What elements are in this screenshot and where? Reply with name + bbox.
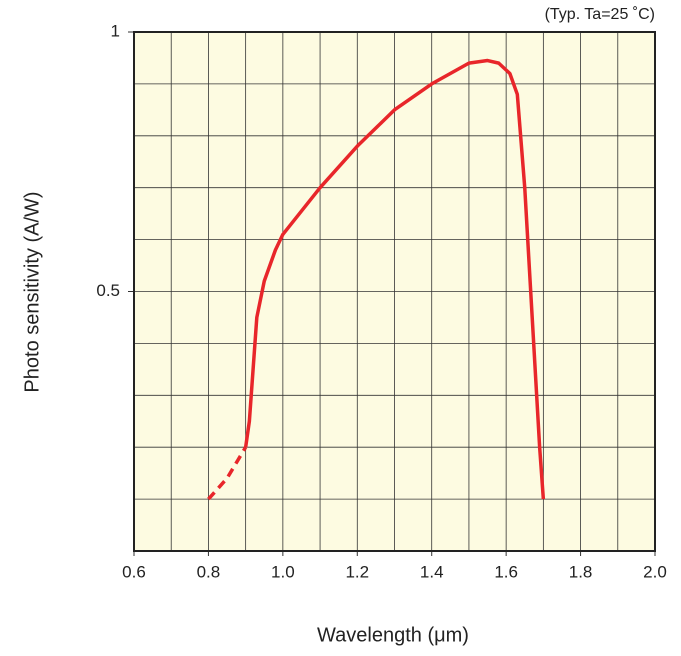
y-tick-label: 1: [111, 21, 120, 40]
plot-frame: [133, 31, 656, 552]
x-tick-label: 0.8: [197, 562, 221, 581]
y-tick-label: 0.5: [96, 281, 120, 300]
curve: [207, 446, 248, 501]
annotation: (Typ. Ta=25 ˚C): [545, 6, 655, 23]
y-axis-label: Photo sensitivity (A/W): [21, 191, 43, 392]
curve: [243, 58, 546, 500]
x-axis-label: Wavelength (μm): [317, 624, 469, 646]
x-tick-label: 1.0: [271, 562, 295, 581]
x-tick-label: 1.8: [569, 562, 593, 581]
x-tick-label: 0.6: [122, 562, 146, 581]
x-tick-label: 1.2: [345, 562, 369, 581]
x-tick-label: 1.6: [494, 562, 518, 581]
x-tick-label: 1.4: [420, 562, 444, 581]
x-tick-label: 2.0: [643, 562, 667, 581]
